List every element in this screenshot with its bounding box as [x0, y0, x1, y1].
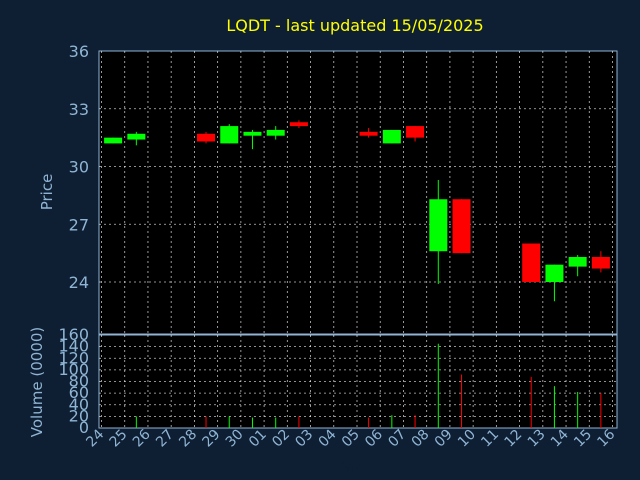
candle-body [406, 126, 425, 138]
x-tick-label: 29 [200, 427, 224, 451]
x-tick-label: 13 [525, 427, 549, 451]
volume-axis-label: Volume (0000) [28, 327, 46, 437]
candle-body [522, 243, 541, 283]
price-tick-label: 36 [69, 42, 89, 61]
candle-body [266, 129, 285, 136]
x-tick-label: 27 [153, 427, 177, 451]
candle-body [452, 199, 471, 254]
volume-tick-label: 120 [58, 348, 89, 367]
volume-tick-label: 100 [58, 360, 89, 379]
volume-tick-label: 140 [58, 337, 89, 356]
x-tick-label: 04 [316, 426, 340, 450]
volume-bars [135, 343, 602, 428]
volume-tick-label: 60 [69, 383, 89, 402]
x-tick-label: 01 [246, 427, 270, 451]
volume-tick-label: 40 [69, 395, 89, 414]
x-tick-label: 15 [571, 427, 595, 451]
x-tick-label: 12 [501, 427, 525, 451]
price-grid [99, 51, 617, 334]
x-tick-label: 02 [269, 427, 293, 451]
volume-tick-label: 0 [79, 418, 89, 437]
x-tick-label: 30 [223, 427, 247, 451]
candle-body [591, 256, 610, 269]
volume-tick-label: 160 [58, 325, 89, 344]
x-tick-label: 09 [432, 427, 456, 451]
candle-body [429, 199, 448, 252]
candle-body [220, 126, 239, 144]
price-plot-area [98, 50, 618, 335]
candle-body [382, 129, 401, 144]
x-tick-label: 07 [385, 427, 409, 451]
price-tick-label: 33 [69, 100, 89, 119]
x-tick-label: 16 [594, 426, 618, 450]
volume-tick-label: 80 [69, 372, 89, 391]
price-tick-label: 30 [69, 158, 89, 177]
candle-body [545, 264, 564, 283]
price-axis-label: Price [38, 174, 56, 211]
x-tick-label: 03 [292, 427, 316, 451]
x-tick-label: 25 [107, 427, 131, 451]
candle-body [127, 133, 146, 140]
x-tick-label: 10 [455, 427, 479, 451]
x-tick-label: 28 [176, 427, 200, 451]
x-axis-label: Day [334, 459, 362, 475]
price-tick-label: 24 [69, 273, 89, 292]
volume-tick-label: 20 [69, 406, 89, 425]
candle-body [359, 131, 378, 136]
candle-body [568, 256, 587, 267]
x-tick-label: 08 [409, 427, 433, 451]
candle-body [289, 122, 308, 127]
price-tick-label: 27 [69, 215, 89, 234]
candles [104, 120, 610, 302]
price-tick-labels: 36 33 30 27 24 [69, 42, 89, 292]
candle-body [104, 137, 123, 144]
chart-title: LQDT - last updated 15/05/2025 [226, 16, 483, 35]
x-tick-label: 11 [478, 427, 502, 451]
candle-body [197, 133, 216, 142]
x-tick-label: 14 [548, 426, 572, 450]
x-tick-label: 06 [362, 426, 386, 450]
candle-body [243, 131, 262, 136]
volume-grid [99, 335, 617, 428]
x-tick-labels: 24 25 26 27 28 29 30 01 02 03 04 05 06 07 08 09 10 11 12 13… [83, 426, 618, 450]
x-tick-label: 26 [130, 426, 154, 450]
x-tick-label: 05 [339, 427, 363, 451]
